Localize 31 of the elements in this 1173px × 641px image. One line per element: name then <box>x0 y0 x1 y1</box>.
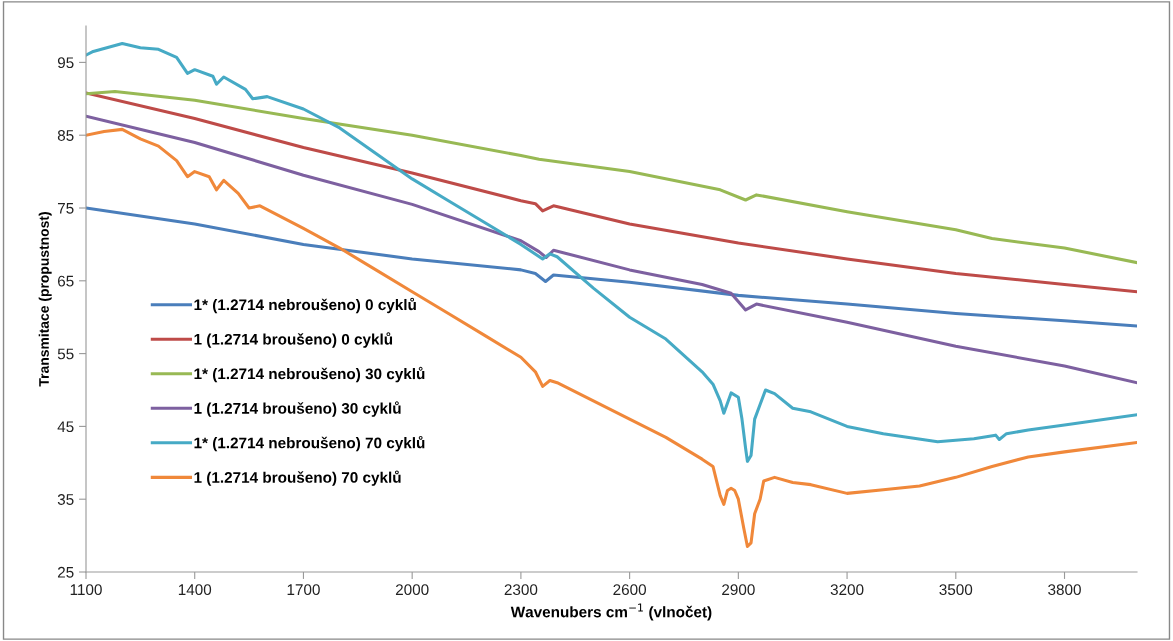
legend-label: 1* (1.2714 nebroušeno) 70 cyklů <box>194 435 425 452</box>
y-tick-label: 45 <box>57 421 74 433</box>
legend-label: 1 (1.2714 broušeno) 30 cyklů <box>194 401 401 417</box>
x-tick-label: 2600 <box>613 584 647 596</box>
x-tick-label: 2900 <box>722 584 755 596</box>
line-series <box>86 127 1137 549</box>
y-tick-label: 75 <box>57 203 74 214</box>
legend-label: 1 (1.2714 broušeno) 0 cyklů <box>194 332 393 348</box>
line-series <box>86 114 1137 385</box>
x-tick-label: 3200 <box>830 584 864 596</box>
x-tick-label: 3800 <box>1048 584 1081 596</box>
x-axis-title: Wavenubers cm$^{−1}$ (vlnočet) <box>510 603 712 621</box>
x-tick-label: 2000 <box>395 584 429 596</box>
legend-label: 1* (1.2714 nebroušeno) 0 cyklů <box>194 297 416 314</box>
x-tick-label: 2300 <box>504 584 538 596</box>
legend-label: 1* (1.2714 nebroušeno) 30 cyklů <box>194 366 425 383</box>
y-tick-label: 95 <box>57 57 74 69</box>
y-tick-label: 25 <box>57 566 74 578</box>
x-tick-label: 3500 <box>939 584 973 596</box>
y-axis-title: Transmitace (propustnost) <box>38 212 52 387</box>
x-tick-label: 1400 <box>178 584 212 596</box>
line-series <box>86 41 1137 463</box>
y-tick-label: 35 <box>57 494 74 505</box>
x-tick-label: 1100 <box>70 584 102 596</box>
y-tick-label: 55 <box>57 348 74 360</box>
y-tick-label: 85 <box>57 130 74 141</box>
line-series <box>86 206 1137 328</box>
x-tick-label: 1700 <box>287 584 320 596</box>
line-series <box>86 89 1137 265</box>
legend-label: 1 (1.2714 broušeno) 70 cyklů <box>194 470 401 486</box>
y-tick-label: 65 <box>57 275 74 287</box>
